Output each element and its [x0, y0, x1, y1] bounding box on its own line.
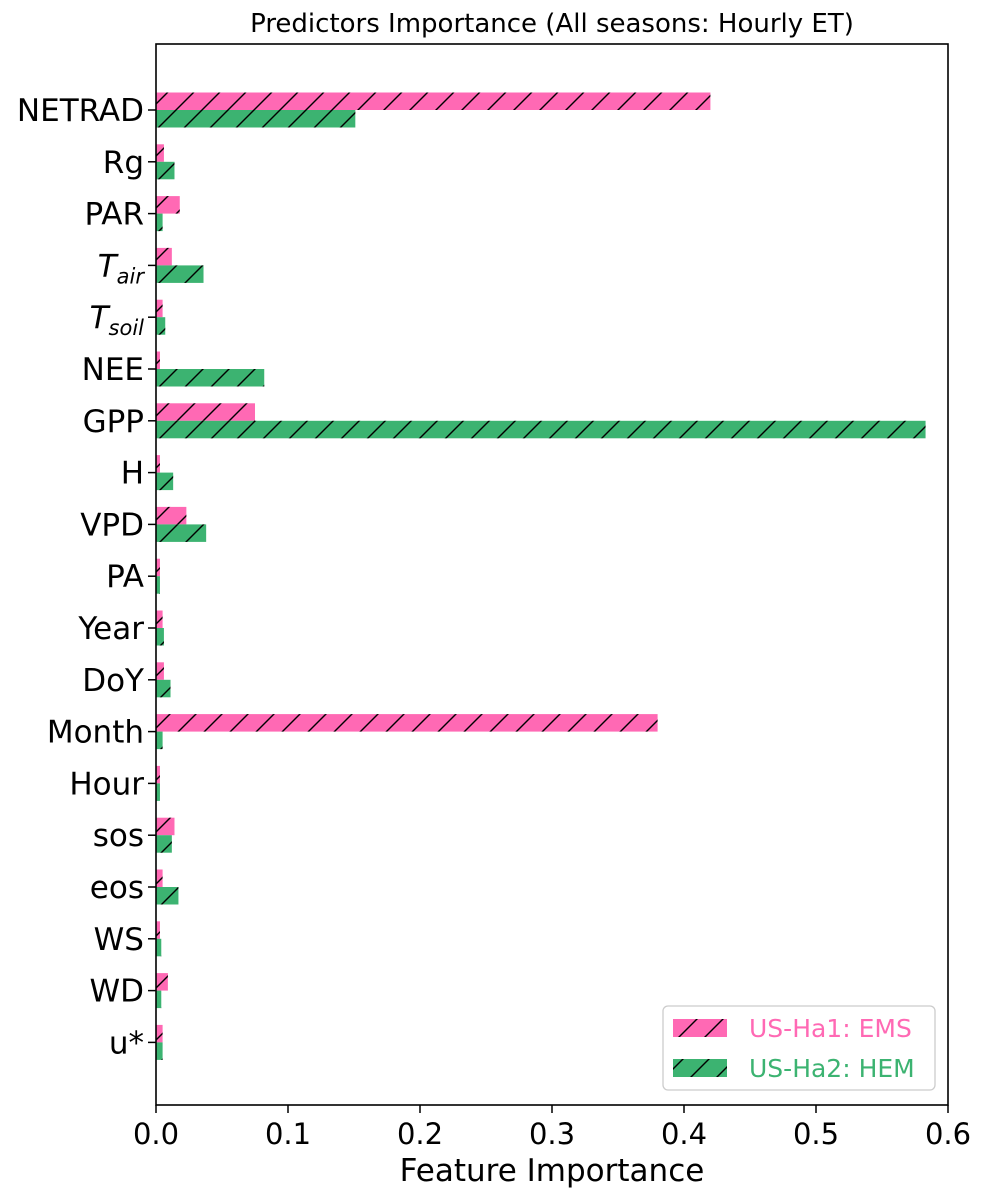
- x-tick-label: 0.5: [793, 1117, 839, 1151]
- y-tick-label: NETRAD: [17, 93, 144, 129]
- y-tick-label: Tsoil: [90, 300, 145, 340]
- bar-hatch-series-1: [156, 817, 175, 836]
- bar-hatch-series-2: [156, 990, 162, 1009]
- y-tick-label: sos: [93, 818, 144, 854]
- bar-hatch-series-2: [156, 161, 175, 180]
- y-tick-label: VPD: [80, 507, 144, 543]
- plot-frame: [155, 43, 949, 1106]
- bar-hatch-series-2: [156, 628, 164, 646]
- y-tick-label: Rg: [103, 145, 144, 181]
- bar-hatch-series-2: [156, 1042, 163, 1060]
- bar-hatch-series-1: [156, 403, 255, 421]
- legend-swatch-hatch: [673, 1059, 727, 1077]
- bar-hatch-series-2: [156, 938, 162, 957]
- y-tick-label: u*: [109, 1025, 144, 1061]
- bar-hatch-series-1: [156, 869, 163, 887]
- y-tick-label: H: [121, 456, 144, 492]
- bar-hatch-series-1: [156, 455, 160, 473]
- bar-hatch-series-1: [156, 765, 160, 784]
- bar-hatch-series-2: [156, 835, 172, 853]
- bar-hatch-series-1: [156, 92, 711, 110]
- bar-hatch-series-2: [156, 265, 204, 283]
- bar-hatch-series-2: [156, 576, 160, 594]
- legend-swatch-hatch: [673, 1019, 727, 1037]
- bar-hatch-series-2: [156, 369, 265, 387]
- y-tick-label: eos: [90, 870, 144, 906]
- y-tick-label: DoY: [82, 663, 144, 699]
- bar-hatch-series-2: [156, 524, 207, 542]
- x-tick-label: 0.3: [529, 1117, 575, 1151]
- bar-hatch-series-1: [156, 610, 163, 628]
- x-tick-label: 0.1: [265, 1117, 311, 1151]
- bar-hatch-series-2: [156, 317, 166, 335]
- bar-hatch-series-1: [156, 1024, 163, 1043]
- bar-hatch-series-1: [156, 351, 160, 369]
- bar-hatch-series-2: [156, 472, 174, 491]
- legend-label-series-2: US-Ha2: HEM: [749, 1054, 915, 1083]
- y-axis: NETRAD Rg PAR Tair Tsoil NEE GPP H VPD PA Year DoY M…: [17, 93, 156, 1061]
- x-axis: 0.0 0.1 0.2 0.3 0.4 0.5 0.6: [133, 1105, 971, 1151]
- bar-hatch-series-2: [156, 731, 163, 750]
- y-tick-label: Year: [77, 611, 144, 647]
- bar-hatch-series-1: [156, 144, 164, 162]
- bar-hatch-series-2: [156, 679, 171, 698]
- bars-layer: [156, 92, 926, 1060]
- y-tick-label: PA: [106, 559, 144, 595]
- bar-hatch-series-1: [156, 662, 164, 680]
- x-tick-label: 0.4: [661, 1117, 707, 1151]
- x-tick-label: 0.6: [925, 1117, 971, 1151]
- bar-hatch-series-2: [156, 110, 356, 128]
- y-tick-label: GPP: [83, 404, 144, 440]
- y-tick-label: WS: [94, 922, 144, 958]
- bar-hatch-series-1: [156, 921, 160, 939]
- bar-hatch-series-1: [156, 196, 180, 214]
- legend-box: [662, 1005, 936, 1091]
- y-tick-label: NEE: [82, 352, 144, 388]
- bar-hatch-series-1: [156, 714, 658, 732]
- bar-hatch-series-1: [156, 558, 160, 577]
- x-tick-label: 0.0: [133, 1117, 179, 1151]
- y-tick-label: PAR: [85, 197, 144, 233]
- legend: US-Ha1: EMS US-Ha2: HEM: [662, 1005, 936, 1091]
- bar-hatch-series-2: [156, 783, 160, 801]
- bar-hatch-series-2: [156, 887, 179, 905]
- bar-hatch-series-1: [156, 506, 187, 525]
- bar-hatch-series-1: [156, 973, 168, 991]
- chart-title: Predictors Importance (All seasons: Hour…: [250, 9, 854, 39]
- bar-hatch-series-2: [156, 213, 163, 232]
- x-tick-label: 0.2: [397, 1117, 443, 1151]
- legend-label-series-1: US-Ha1: EMS: [749, 1014, 912, 1043]
- bar-hatch-series-2: [156, 420, 926, 439]
- x-axis-label: Feature Importance: [400, 1153, 705, 1189]
- y-tick-label: Tair: [98, 248, 146, 288]
- y-tick-label: Hour: [69, 766, 144, 802]
- y-tick-label: WD: [89, 974, 144, 1010]
- bar-hatch-series-1: [156, 247, 172, 266]
- y-tick-label: Month: [47, 715, 144, 751]
- bar-hatch-series-1: [156, 299, 163, 318]
